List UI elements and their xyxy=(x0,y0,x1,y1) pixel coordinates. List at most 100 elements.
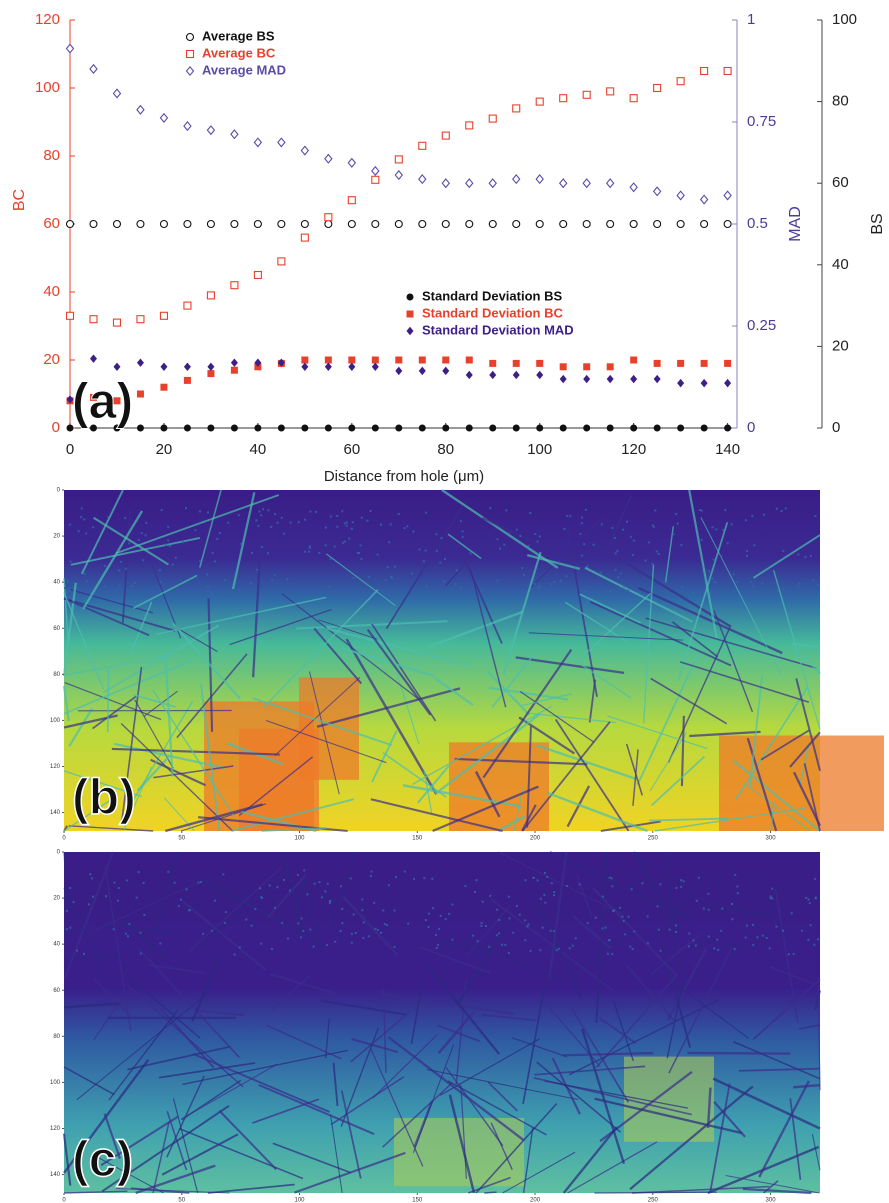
texture xyxy=(712,1077,821,1130)
texture xyxy=(797,584,800,587)
point xyxy=(347,219,356,229)
texture xyxy=(666,947,708,1021)
texture xyxy=(62,582,77,677)
point xyxy=(535,219,544,229)
point xyxy=(159,311,168,320)
texture xyxy=(303,518,306,521)
texture xyxy=(716,938,719,941)
texture xyxy=(816,583,819,586)
point xyxy=(465,121,474,130)
texture xyxy=(546,875,549,878)
texture xyxy=(607,715,708,750)
texture xyxy=(543,871,546,874)
texture xyxy=(674,924,677,927)
panel-label: (a) xyxy=(72,373,133,429)
texture xyxy=(115,494,280,555)
texture xyxy=(237,514,240,517)
texture xyxy=(273,906,276,909)
texture xyxy=(797,553,800,556)
texture xyxy=(773,570,821,730)
y3-tick-label: 60 xyxy=(832,174,849,191)
point xyxy=(136,104,145,115)
texture xyxy=(250,552,253,555)
texture xyxy=(308,546,311,549)
texture xyxy=(159,942,162,945)
texture xyxy=(403,870,406,873)
texture xyxy=(427,1069,579,1101)
x-tick-label: 150 xyxy=(412,1198,423,1203)
texture xyxy=(694,944,697,947)
texture xyxy=(167,525,170,528)
texture xyxy=(368,575,371,578)
texture xyxy=(469,552,472,555)
point xyxy=(465,424,473,432)
texture xyxy=(333,545,336,548)
texture xyxy=(265,1024,342,1060)
texture xyxy=(302,930,305,933)
texture xyxy=(380,931,383,934)
texture xyxy=(554,718,630,832)
texture xyxy=(258,1084,375,1136)
point xyxy=(371,424,379,432)
texture xyxy=(342,541,345,544)
point xyxy=(630,374,638,384)
texture xyxy=(132,574,198,609)
point xyxy=(206,219,215,229)
texture xyxy=(733,948,736,951)
texture xyxy=(177,905,180,908)
texture xyxy=(544,901,547,904)
texture xyxy=(369,874,372,877)
texture xyxy=(451,903,454,906)
x-tick-label: 200 xyxy=(530,836,541,842)
texture xyxy=(553,890,556,893)
texture xyxy=(548,851,568,978)
texture xyxy=(336,525,339,528)
texture xyxy=(274,513,277,516)
point xyxy=(583,363,591,371)
point xyxy=(629,94,638,103)
point xyxy=(700,359,708,367)
texture xyxy=(153,765,234,779)
texture xyxy=(360,557,363,560)
texture xyxy=(341,646,435,677)
point xyxy=(301,356,309,364)
texture xyxy=(393,909,396,912)
point xyxy=(418,356,426,364)
texture xyxy=(481,1013,537,1022)
texture xyxy=(286,578,289,581)
texture xyxy=(511,1037,568,1058)
texture xyxy=(770,801,775,832)
point xyxy=(723,66,732,76)
texture xyxy=(389,523,392,526)
texture xyxy=(199,880,202,883)
texture xyxy=(103,1113,121,1159)
texture xyxy=(760,729,810,761)
texture xyxy=(549,851,694,921)
texture xyxy=(258,510,261,513)
texture xyxy=(439,561,442,564)
texture xyxy=(410,572,413,575)
texture xyxy=(490,898,615,993)
texture xyxy=(441,489,559,569)
point xyxy=(253,270,262,280)
texture xyxy=(593,542,731,628)
texture xyxy=(171,563,174,566)
texture xyxy=(359,544,362,547)
texture xyxy=(93,516,169,566)
texture xyxy=(711,577,714,580)
texture xyxy=(300,917,303,920)
point xyxy=(347,196,356,205)
texture xyxy=(481,900,484,903)
y-tick-label: 60 xyxy=(43,215,60,232)
point xyxy=(395,366,403,376)
texture xyxy=(199,560,202,563)
texture xyxy=(589,600,732,667)
texture xyxy=(526,726,532,828)
texture xyxy=(164,803,263,833)
point xyxy=(559,363,567,371)
texture xyxy=(521,721,611,832)
texture xyxy=(383,923,386,926)
texture xyxy=(182,900,267,972)
x-tick-label: 200 xyxy=(530,1198,541,1203)
texture xyxy=(662,945,692,1048)
